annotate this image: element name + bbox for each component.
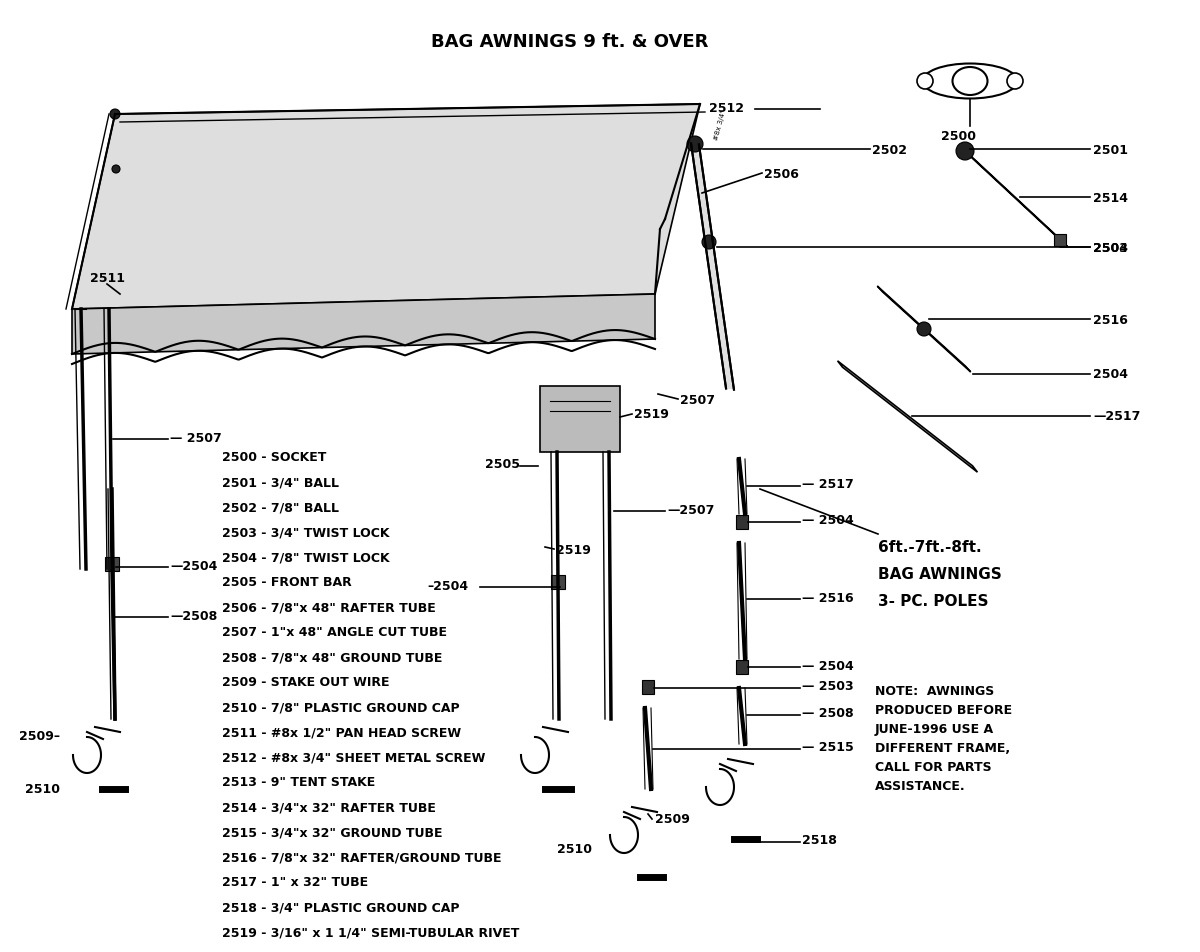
Text: 2513 - 9" TENT STAKE: 2513 - 9" TENT STAKE xyxy=(222,776,376,788)
Circle shape xyxy=(917,323,931,337)
Polygon shape xyxy=(962,149,1068,248)
Text: 2517 - 1" x 32" TUBE: 2517 - 1" x 32" TUBE xyxy=(222,876,368,888)
Text: — 2516: — 2516 xyxy=(802,591,853,604)
Text: 2500: 2500 xyxy=(941,130,976,144)
Circle shape xyxy=(956,143,974,161)
Text: 2511: 2511 xyxy=(90,271,125,285)
Text: 6ft.-7ft.-8ft.
BAG AWNINGS
3- PC. POLES: 6ft.-7ft.-8ft. BAG AWNINGS 3- PC. POLES xyxy=(878,540,1002,608)
Text: —2504: —2504 xyxy=(170,559,217,572)
Text: 2507 - 1"x 48" ANGLE CUT TUBE: 2507 - 1"x 48" ANGLE CUT TUBE xyxy=(222,625,448,639)
Text: 2504: 2504 xyxy=(1093,368,1128,381)
Text: 2501: 2501 xyxy=(1093,144,1128,156)
Text: 2519 - 3/16" x 1 1/4" SEMI-TUBULAR RIVET: 2519 - 3/16" x 1 1/4" SEMI-TUBULAR RIVET xyxy=(222,925,520,939)
Text: 2510: 2510 xyxy=(25,783,60,796)
Text: 2518 - 3/4" PLASTIC GROUND CAP: 2518 - 3/4" PLASTIC GROUND CAP xyxy=(222,901,460,914)
Text: 2504 - 7/8" TWIST LOCK: 2504 - 7/8" TWIST LOCK xyxy=(222,551,390,564)
Text: #8x 3/4": #8x 3/4" xyxy=(713,109,727,141)
Text: 2501 - 3/4" BALL: 2501 - 3/4" BALL xyxy=(222,476,340,489)
Text: 2509–: 2509– xyxy=(19,730,60,743)
Text: 2505: 2505 xyxy=(485,458,520,471)
Text: 2506 - 7/8"x 48" RAFTER TUBE: 2506 - 7/8"x 48" RAFTER TUBE xyxy=(222,601,436,614)
Text: 2510 - 7/8" PLASTIC GROUND CAP: 2510 - 7/8" PLASTIC GROUND CAP xyxy=(222,701,460,714)
Ellipse shape xyxy=(923,65,1018,99)
Text: — 2504: — 2504 xyxy=(802,514,853,527)
Bar xyxy=(736,661,748,674)
Text: 2511 - #8x 1/2" PAN HEAD SCREW: 2511 - #8x 1/2" PAN HEAD SCREW xyxy=(222,725,461,739)
Text: —2507: —2507 xyxy=(667,503,714,516)
Text: — 2504: — 2504 xyxy=(802,659,853,672)
Text: 2502 - 7/8" BALL: 2502 - 7/8" BALL xyxy=(222,501,340,514)
Polygon shape xyxy=(691,145,734,390)
Text: 2515 - 3/4"x 32" GROUND TUBE: 2515 - 3/4"x 32" GROUND TUBE xyxy=(222,825,443,839)
Bar xyxy=(642,681,654,694)
Text: 2500 - SOCKET: 2500 - SOCKET xyxy=(222,451,326,464)
Polygon shape xyxy=(72,295,655,355)
Text: 2512 - #8x 3/4" SHEET METAL SCREW: 2512 - #8x 3/4" SHEET METAL SCREW xyxy=(222,751,485,764)
Text: —2508: —2508 xyxy=(170,609,217,622)
Text: — 2503: — 2503 xyxy=(802,680,853,693)
Text: — 2517: — 2517 xyxy=(802,478,853,491)
Text: —2517: —2517 xyxy=(1093,410,1140,423)
Circle shape xyxy=(110,109,120,120)
Text: 2514: 2514 xyxy=(1093,191,1128,205)
Polygon shape xyxy=(540,387,620,452)
Text: 2502: 2502 xyxy=(872,144,907,156)
Text: 2509 - STAKE OUT WIRE: 2509 - STAKE OUT WIRE xyxy=(222,676,390,689)
Text: 2510: 2510 xyxy=(557,843,592,856)
Text: 2518: 2518 xyxy=(802,834,836,846)
Text: NOTE:  AWNINGS
PRODUCED BEFORE
JUNE-1996 USE A
DIFFERENT FRAME,
CALL FOR PARTS
A: NOTE: AWNINGS PRODUCED BEFORE JUNE-1996 … xyxy=(875,684,1012,792)
Text: 2516 - 7/8"x 32" RAFTER/GROUND TUBE: 2516 - 7/8"x 32" RAFTER/GROUND TUBE xyxy=(222,850,502,863)
Text: 2507: 2507 xyxy=(680,393,715,407)
Circle shape xyxy=(917,74,934,89)
Text: 2509: 2509 xyxy=(655,813,690,825)
Polygon shape xyxy=(838,362,978,472)
Text: 2503 - 3/4" TWIST LOCK: 2503 - 3/4" TWIST LOCK xyxy=(222,526,390,539)
Circle shape xyxy=(1007,74,1024,89)
Bar xyxy=(1054,235,1066,247)
Text: 2516: 2516 xyxy=(1093,313,1128,327)
Ellipse shape xyxy=(953,68,988,96)
Polygon shape xyxy=(72,105,700,309)
Text: 2505 - FRONT BAR: 2505 - FRONT BAR xyxy=(222,576,352,589)
Text: — 2507: — 2507 xyxy=(170,431,222,444)
Text: –2504: –2504 xyxy=(427,579,468,592)
Text: — 2508: — 2508 xyxy=(802,706,853,720)
Text: 2503: 2503 xyxy=(1093,241,1128,254)
Text: 2519: 2519 xyxy=(556,543,590,556)
Bar xyxy=(551,575,565,589)
Bar xyxy=(106,558,119,571)
Text: 2514 - 3/4"x 32" RAFTER TUBE: 2514 - 3/4"x 32" RAFTER TUBE xyxy=(222,801,436,814)
Polygon shape xyxy=(877,287,971,372)
Text: — 2515: — 2515 xyxy=(802,741,853,754)
Circle shape xyxy=(688,137,703,153)
Circle shape xyxy=(702,236,716,249)
Bar xyxy=(736,515,748,529)
Text: 2508 - 7/8"x 48" GROUND TUBE: 2508 - 7/8"x 48" GROUND TUBE xyxy=(222,651,443,664)
Circle shape xyxy=(112,166,120,174)
Text: 2519: 2519 xyxy=(634,408,668,421)
Text: 2506: 2506 xyxy=(764,168,799,180)
Text: 2512: 2512 xyxy=(709,102,744,114)
Text: BAG AWNINGS 9 ft. & OVER: BAG AWNINGS 9 ft. & OVER xyxy=(431,33,709,51)
Text: 2504: 2504 xyxy=(1093,241,1128,254)
